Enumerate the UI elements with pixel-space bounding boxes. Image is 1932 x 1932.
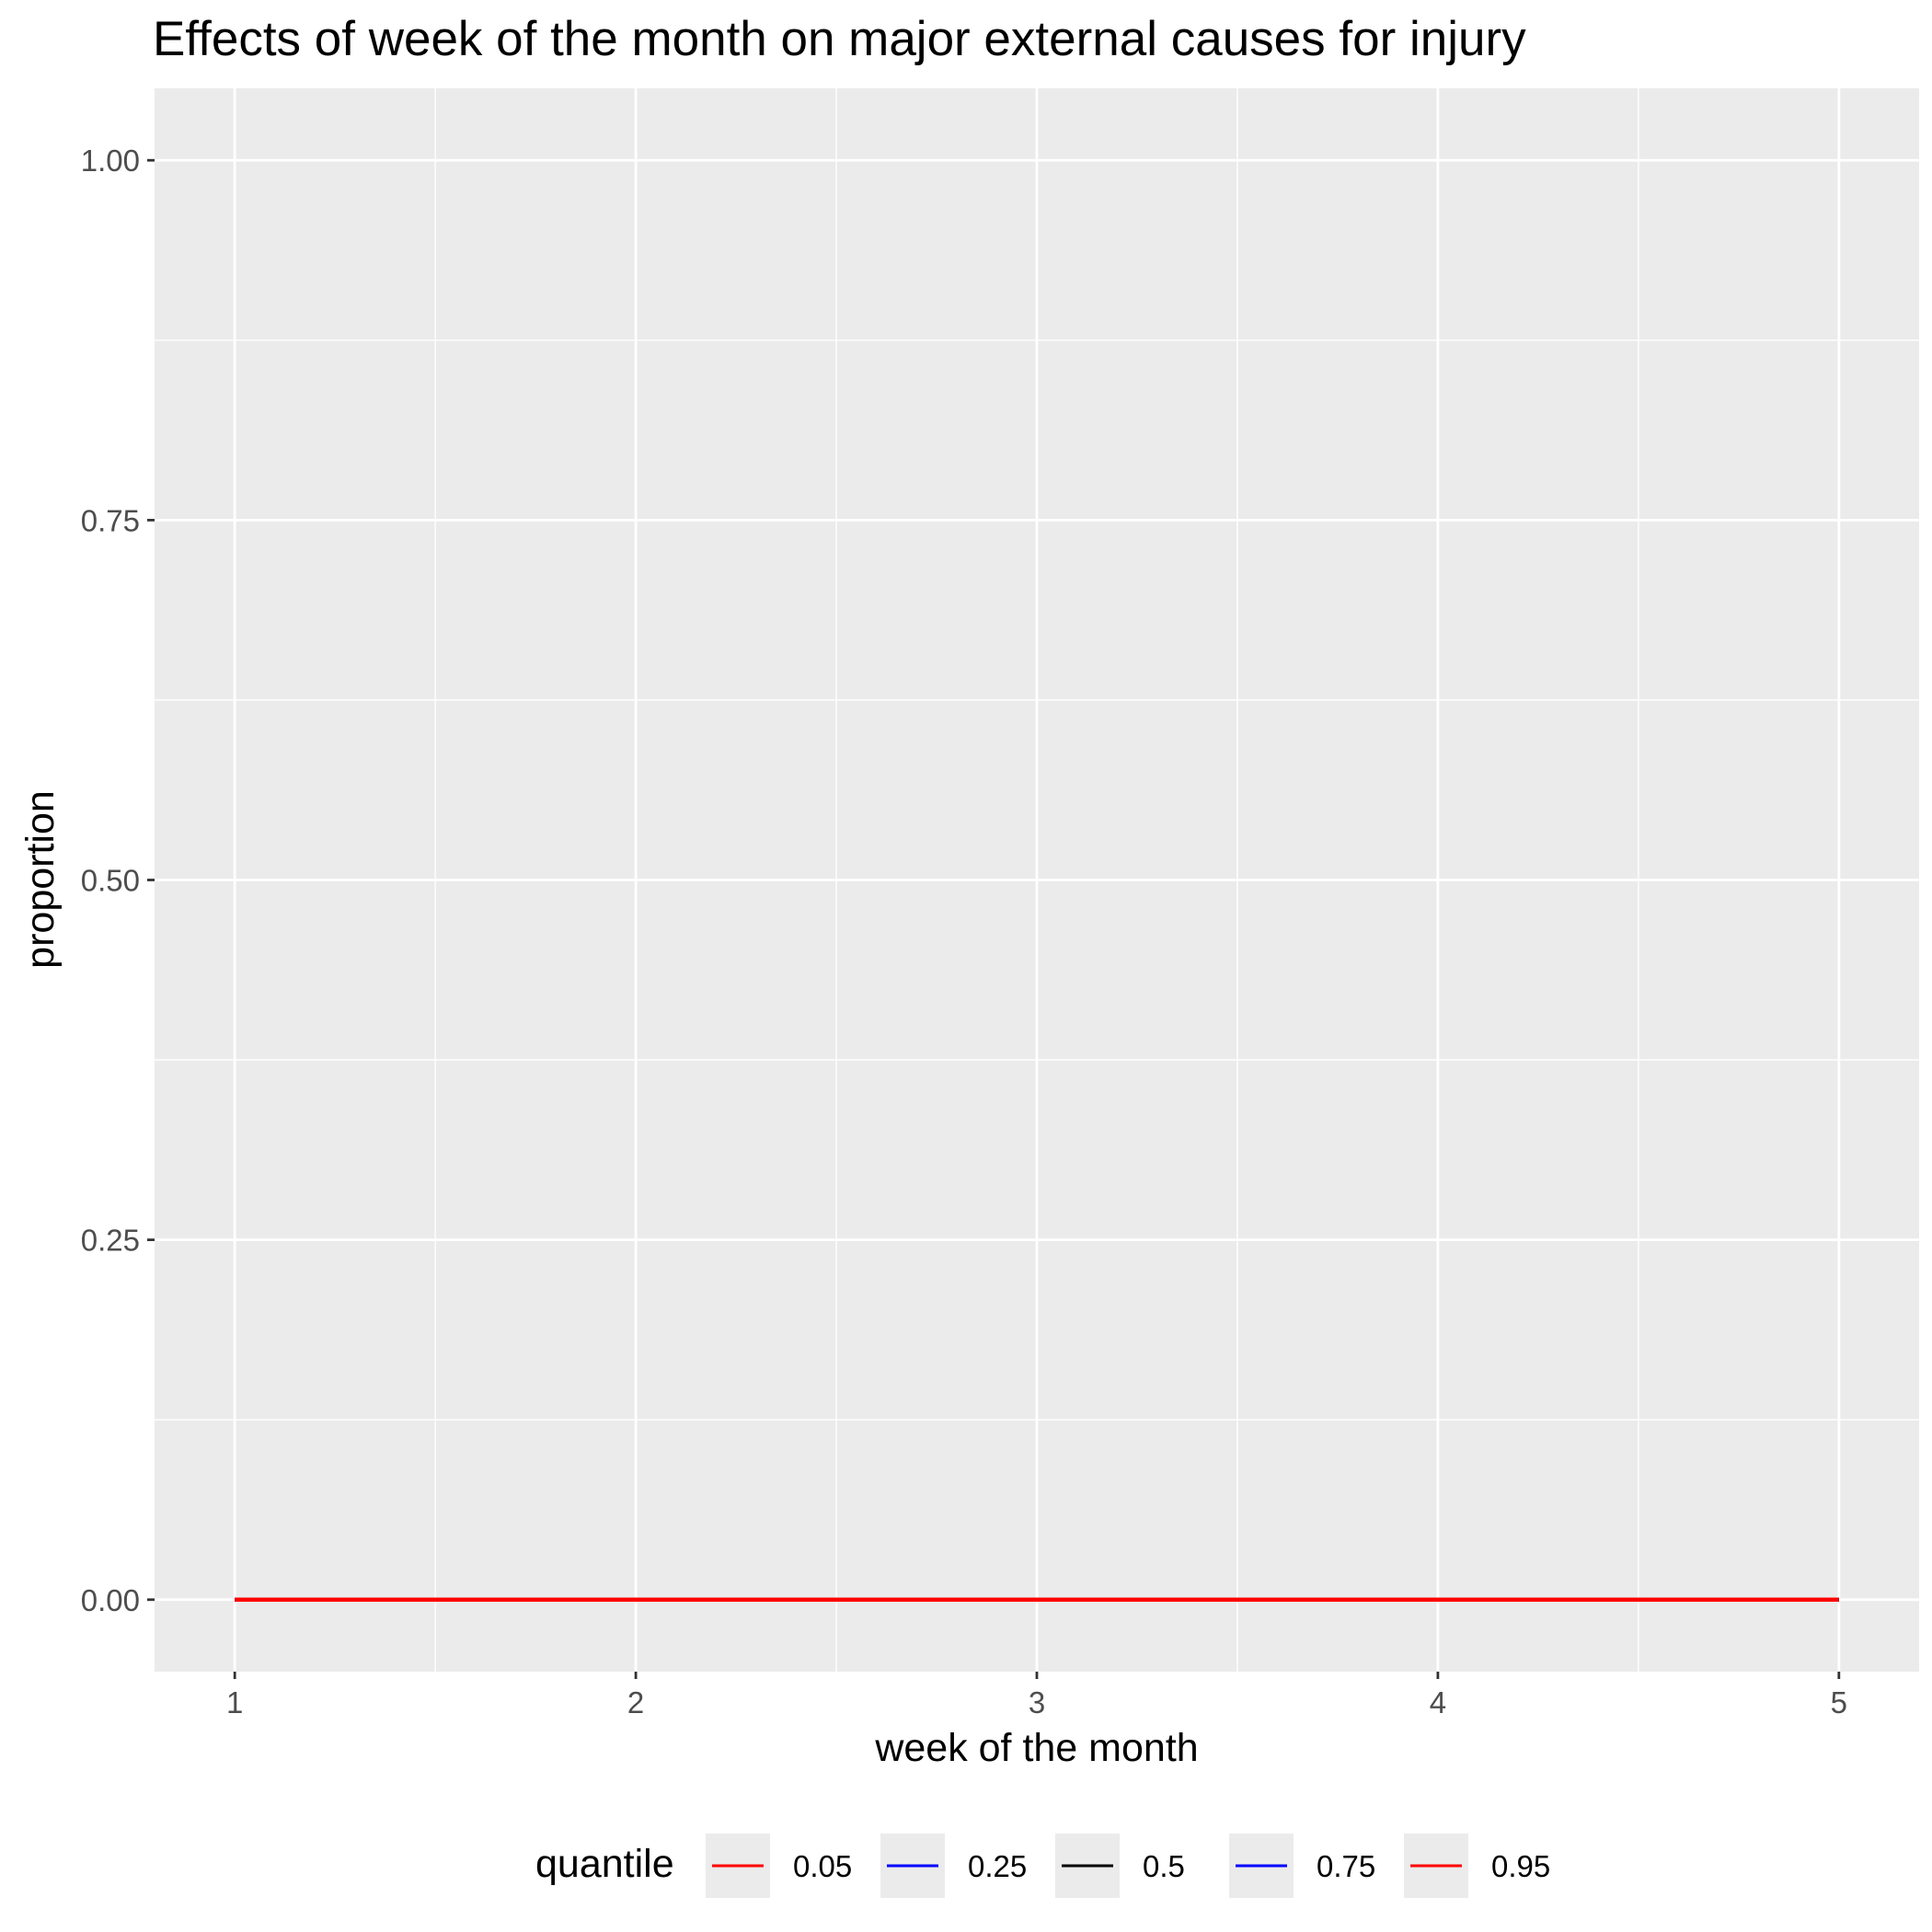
x-tick-label: 2: [627, 1685, 644, 1719]
x-axis-title: week of the month: [874, 1726, 1198, 1770]
y-tick-label: 0.50: [81, 864, 140, 898]
x-tick-label: 4: [1430, 1685, 1446, 1719]
y-axis: 0.00 0.25 0.50 0.75 1.00: [81, 144, 155, 1617]
y-tick-label: 1.00: [81, 144, 140, 178]
legend-label: 0.05: [793, 1849, 852, 1883]
chart-title: Effects of week of the month on major ex…: [153, 12, 1526, 66]
legend-label: 0.95: [1491, 1849, 1550, 1883]
x-tick-label: 1: [226, 1685, 243, 1719]
x-axis: 1 2 3 4 5: [226, 1672, 1847, 1719]
y-axis-title: proportion: [18, 790, 63, 969]
y-tick-label: 0.00: [81, 1583, 140, 1617]
legend-title: quantile: [535, 1842, 674, 1886]
legend-label: 0.75: [1317, 1849, 1375, 1883]
legend-label: 0.5: [1143, 1849, 1185, 1883]
legend: quantile 0.05 0.25 0.5 0.75 0.95: [535, 1834, 1550, 1898]
x-tick-label: 3: [1029, 1685, 1045, 1719]
legend-label: 0.25: [968, 1849, 1027, 1883]
y-tick-label: 0.25: [81, 1224, 140, 1258]
major-gridlines: [155, 88, 1919, 1672]
y-tick-label: 0.75: [81, 503, 140, 537]
x-tick-label: 5: [1831, 1685, 1847, 1719]
